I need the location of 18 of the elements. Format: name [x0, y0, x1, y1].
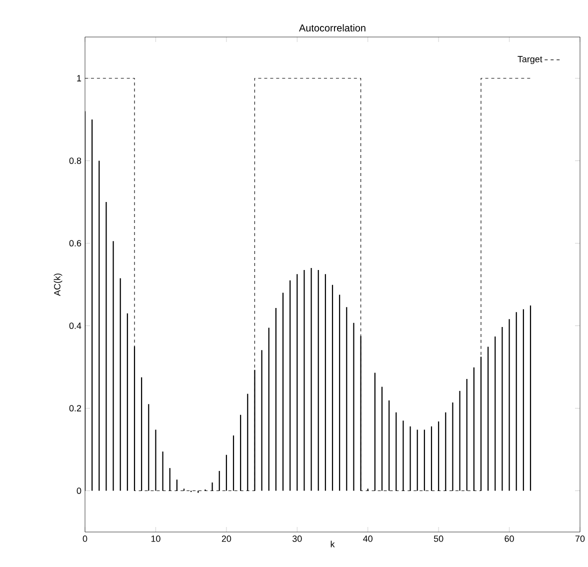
chart-title: Autocorrelation: [299, 24, 366, 32]
x-tick-label: 10: [151, 536, 160, 542]
y-axis-title: AC(k): [54, 274, 62, 296]
y-tick-label: 0: [76, 488, 82, 494]
x-tick-label: 30: [292, 536, 302, 542]
y-tick-label: 0.6: [69, 240, 82, 246]
x-tick-label: 50: [434, 536, 444, 542]
y-tick-label: 0.4: [69, 322, 82, 329]
x-tick-label: 70: [575, 536, 585, 542]
x-tick-label: 60: [504, 536, 514, 542]
x-tick-label: 0: [82, 536, 88, 542]
y-tick-label: 1: [77, 75, 82, 82]
x-axis-title: k: [330, 540, 335, 548]
x-tick-label: 20: [222, 536, 232, 542]
y-tick-label: 0.8: [69, 158, 82, 164]
y-tick-label: 0.2: [69, 405, 82, 412]
x-tick-label: 40: [363, 536, 372, 542]
legend-label: Target: [518, 56, 542, 64]
